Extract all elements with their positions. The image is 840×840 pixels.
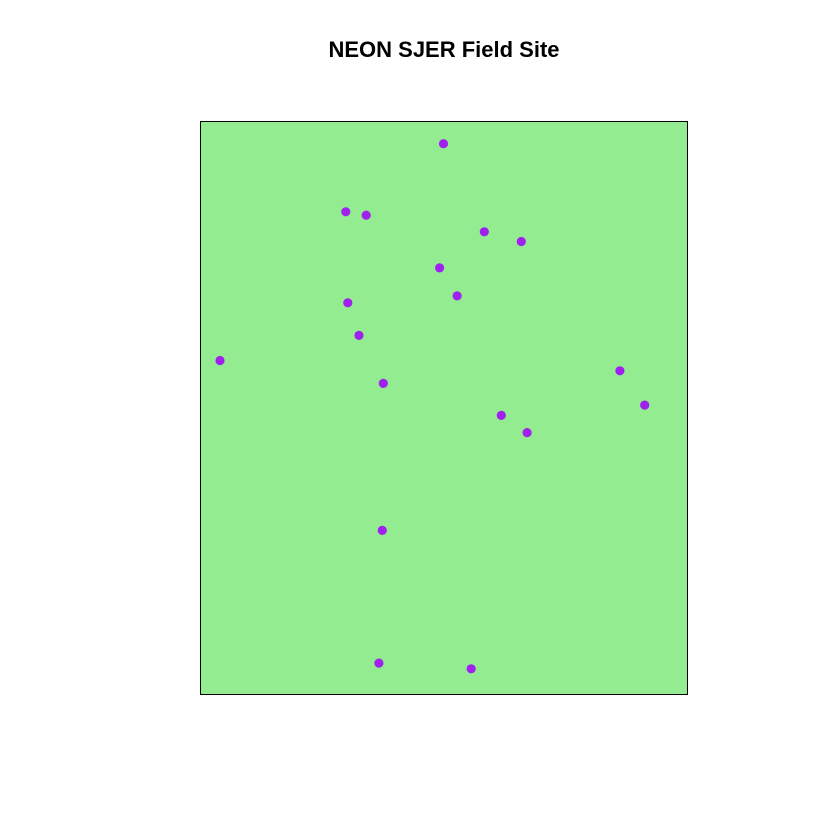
plot-location-point (435, 263, 445, 273)
plot-location-point (438, 139, 449, 149)
field-site-boundary (200, 121, 688, 695)
plot-location-point (361, 210, 371, 220)
plot-location-point (452, 291, 462, 301)
plot-location-point (640, 400, 650, 410)
plot-locations (215, 139, 650, 674)
plot-location-point (522, 428, 532, 438)
plot-location-point (516, 236, 526, 247)
plot-location-point (343, 298, 353, 308)
plot-location-point (479, 227, 489, 237)
plot-location-point (374, 658, 384, 668)
map-title: NEON SJER Field Site (328, 37, 560, 62)
plot-location-point (354, 330, 364, 340)
plot-location-point (215, 355, 225, 366)
plot-location-point (615, 366, 625, 376)
plot-location-point (496, 410, 506, 420)
plot-location-point (378, 378, 388, 388)
plot-location-point (341, 207, 351, 217)
plot-location-point (377, 525, 387, 536)
plot-location-point (466, 664, 476, 674)
